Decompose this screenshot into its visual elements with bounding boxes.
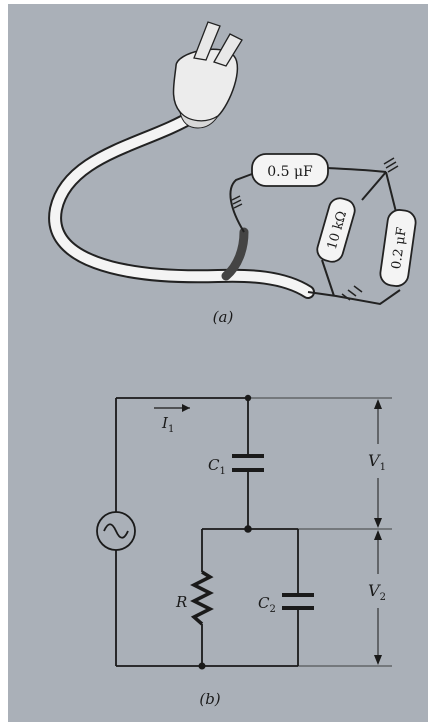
- r-label: R: [175, 593, 187, 611]
- v1-arrow-down: [374, 518, 382, 528]
- plug-neck: [179, 111, 219, 129]
- caption-b: (b): [199, 690, 220, 708]
- junction-top: [244, 394, 252, 402]
- ac-source-wave-icon: [103, 523, 129, 539]
- circuit-schematic: [96, 397, 392, 667]
- lead-top: [325, 167, 387, 173]
- capacitor-top-label: 0.5 μF: [267, 164, 313, 180]
- lead-resistor-top: [361, 171, 387, 201]
- dimension-arrowheads: [374, 399, 382, 665]
- plug-illustration: 0.5 μF 10 kΩ 0.2 μF: [48, 21, 417, 306]
- v2-arrow-down: [374, 655, 382, 665]
- cord-sleeve: [221, 227, 249, 281]
- plug-prong-left: [193, 21, 221, 61]
- caption-a: (a): [213, 308, 234, 326]
- figure: 0.5 μF 10 kΩ 0.2 μF (a): [8, 4, 428, 722]
- power-cord: [50, 111, 313, 297]
- c1-label: C1: [208, 456, 226, 477]
- v2-arrow-up: [374, 530, 382, 540]
- lead-bottom: [307, 289, 401, 306]
- v1-label: V1: [368, 451, 386, 473]
- lead-resistor-bottom: [321, 259, 335, 297]
- figure-canvas: 0.5 μF 10 kΩ 0.2 μF (a): [48, 21, 417, 708]
- capacitor-right-label: 0.2 μF: [389, 226, 410, 270]
- resistor-symbol: [190, 570, 214, 626]
- junction-middle: [244, 525, 252, 533]
- twist-bottom: [341, 285, 363, 301]
- plug-prong-right: [213, 33, 243, 67]
- c2-label: C2: [258, 594, 276, 615]
- capacitor-top-part: 0.5 μF: [251, 153, 329, 187]
- v1-arrow-up: [374, 399, 382, 409]
- resistor-part: 10 kΩ: [316, 197, 356, 263]
- twist-top: [383, 157, 399, 173]
- lead-cap2-top: [385, 171, 397, 213]
- current-arrow-head: [182, 404, 190, 412]
- capacitor-right-part: 0.2 μF: [379, 209, 417, 287]
- v2-label: V2: [368, 581, 386, 603]
- junction-bottom: [198, 662, 206, 670]
- twist-left: [231, 195, 243, 209]
- lead-left: [229, 173, 253, 233]
- current-label: I1: [161, 414, 174, 435]
